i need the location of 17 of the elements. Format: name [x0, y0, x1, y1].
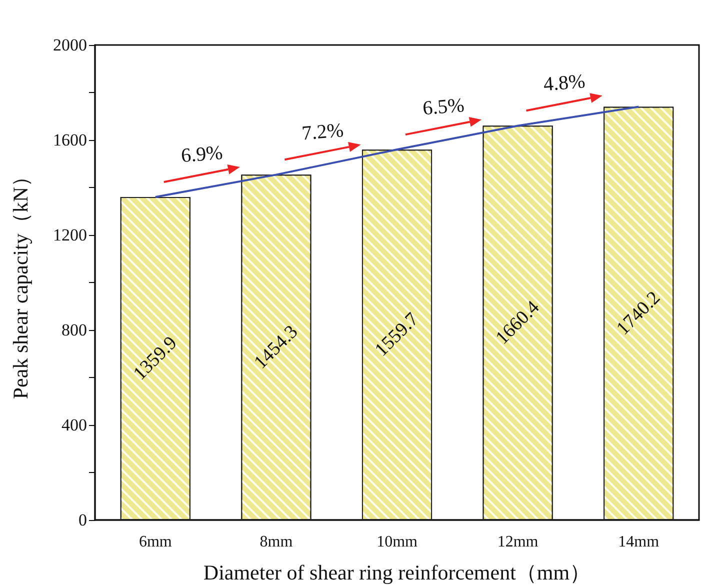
y-tick-label: 1600 — [53, 130, 87, 150]
annotation: 4.8% — [542, 70, 586, 96]
y-tick-label: 0 — [78, 510, 87, 530]
y-axis-title: Peak shear capacity（kN） — [8, 166, 32, 400]
x-axis-title: Diameter of shear ring reinforcement（mm） — [203, 560, 591, 584]
x-tick-label: 6mm — [138, 534, 172, 550]
annotation: 6.9% — [180, 142, 224, 168]
y-tick-label: 800 — [62, 320, 87, 340]
annotation: 7.2% — [301, 119, 344, 145]
x-tick-label: 8mm — [260, 534, 294, 550]
y-tick-label: 1200 — [53, 226, 87, 244]
x-tick-label: 12mm — [497, 534, 539, 550]
annotation: 6.5% — [422, 94, 466, 120]
x-tick-label: 14mm — [618, 534, 660, 550]
x-tick-label: 10mm — [376, 534, 418, 550]
y-tick-label: 2000 — [53, 36, 87, 54]
y-tick-label: 400 — [62, 416, 87, 434]
